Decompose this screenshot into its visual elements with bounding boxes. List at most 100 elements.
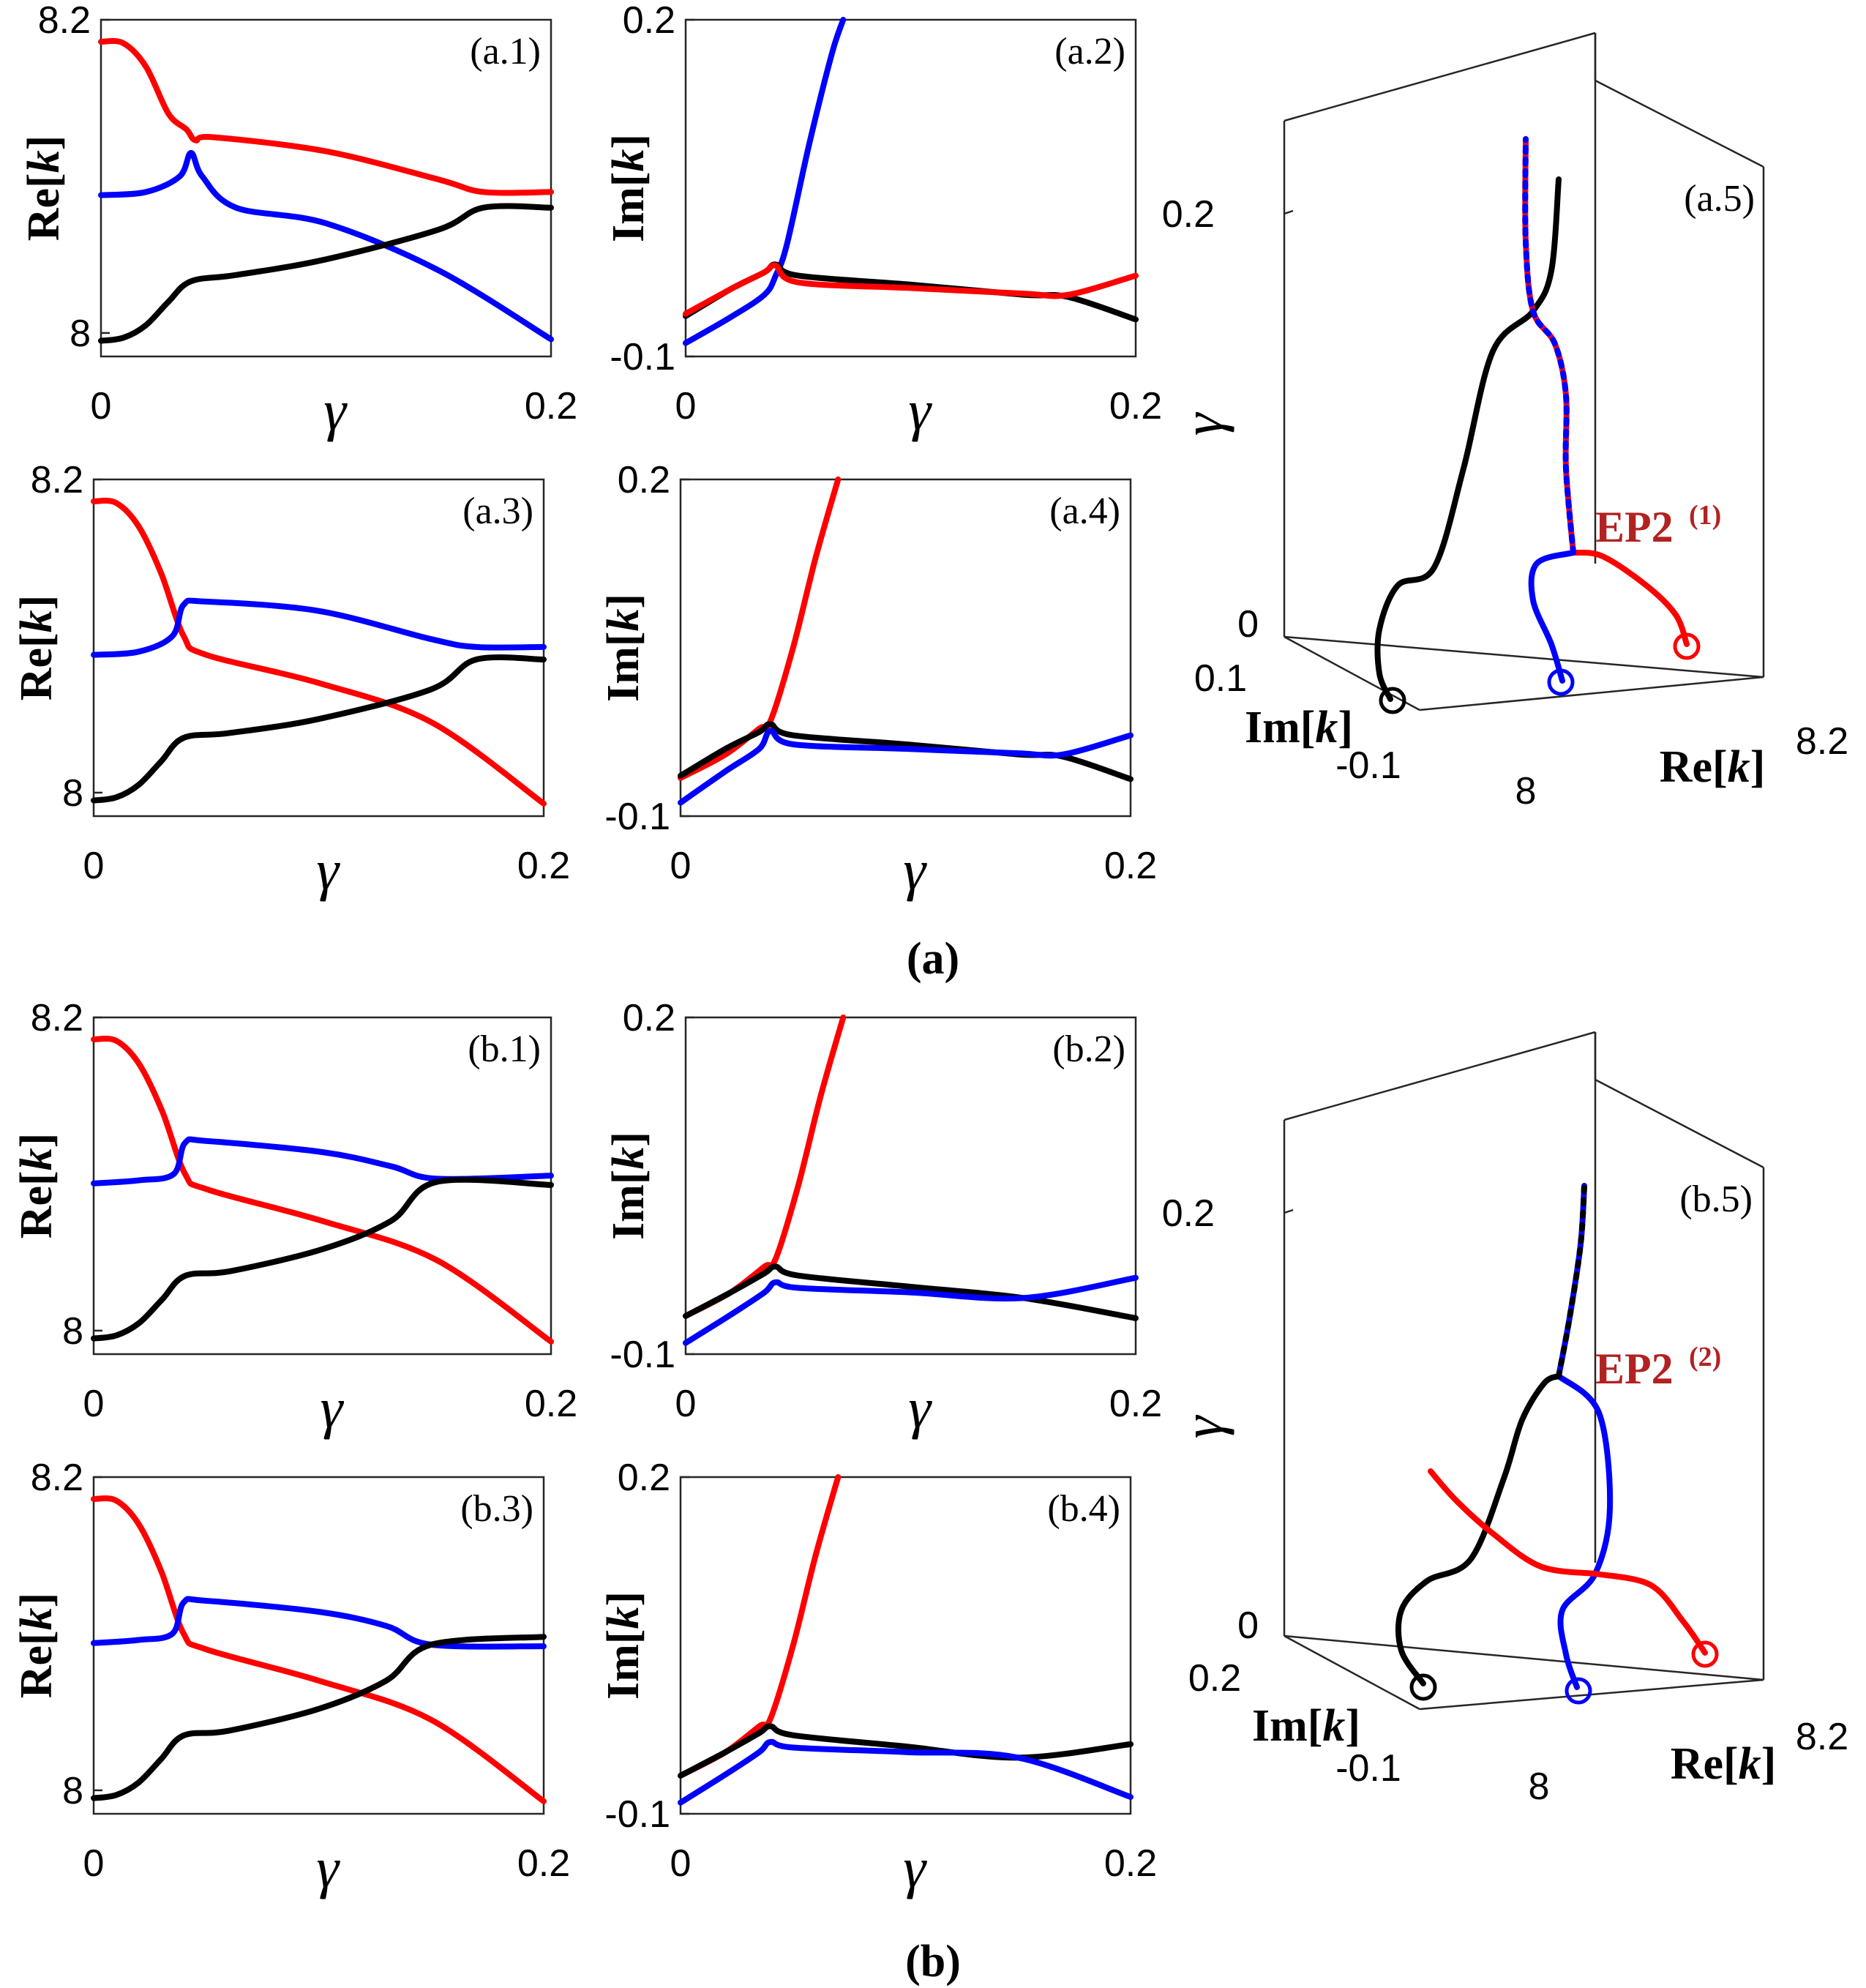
panel-label: (b.2): [1052, 1028, 1125, 1070]
y-tick-label: 8: [62, 1770, 83, 1812]
z-tick-label: 0: [1237, 603, 1259, 646]
x-tick-label: 0.2: [517, 845, 570, 887]
y-tick-label: -0.1: [604, 796, 670, 838]
y-axis-label: Re[k]: [12, 1133, 61, 1239]
x-tick-label: 0.2: [517, 1842, 570, 1885]
y-axis-label: Im[k]: [604, 1132, 653, 1240]
x-tick-label: 0: [83, 1842, 105, 1885]
series-red: [1592, 1571, 1708, 1656]
panel-label: (a.2): [1054, 31, 1125, 72]
panel-label: (b.1): [468, 1028, 541, 1070]
y-tick-label: 8.2: [38, 0, 91, 42]
x-tick-label: 8.2: [1796, 720, 1848, 763]
x-tick-label: 0: [670, 1842, 692, 1885]
panel-label: (b.5): [1679, 1178, 1753, 1220]
series-blue: [98, 149, 554, 343]
x-tick-label: 0: [91, 385, 112, 427]
series-red: [98, 38, 554, 196]
series-black: [1395, 1373, 1562, 1686]
y-tick-label: 8.2: [31, 997, 83, 1039]
axes-box: [679, 1476, 1132, 1815]
start-marker-blue: [1565, 1677, 1592, 1705]
ep-label: EP2: [1595, 503, 1674, 551]
y-axis-label: Im[k]: [599, 1591, 648, 1700]
series-red: [683, 262, 1139, 317]
y-tick-label: 0.2: [618, 1457, 670, 1499]
x-tick-label: 0: [675, 385, 697, 427]
ep-superscript: (2): [1689, 1342, 1721, 1372]
x-axis-label: γ: [903, 838, 927, 902]
y-axis-label: Im[k]: [599, 594, 648, 702]
series-red: [91, 1495, 547, 1804]
x-tick-label: 8: [1515, 770, 1537, 812]
series-red: [678, 477, 842, 781]
y-axis-label: Re[k]: [19, 135, 69, 242]
x-tick-label: 8.2: [1796, 1716, 1848, 1758]
panel-b5: 8 8.2 0.2 -0.1 0.2 0 Re[k] Im[k] γ (b.5) EP2 (2): [1162, 1031, 1848, 1808]
y-axis-label: Im[k]: [1252, 1701, 1360, 1751]
series-black: [1374, 176, 1562, 702]
y-tick-label: -0.1: [1335, 1747, 1401, 1790]
panel-label: (a.5): [1684, 178, 1755, 220]
series-black: [91, 1634, 547, 1801]
figure-label-a: (a): [907, 934, 959, 984]
x-tick-label: 0.2: [525, 385, 577, 427]
x-axis-label: γ: [321, 1376, 345, 1440]
x-axis-label: γ: [908, 378, 932, 442]
panel-label: (a.1): [470, 31, 541, 72]
ep-superscript: (1): [1689, 500, 1721, 531]
cube-edge: [1419, 676, 1764, 711]
x-tick-label: 0.2: [1109, 385, 1162, 427]
series-black: [98, 203, 554, 344]
series-red: [1570, 549, 1690, 647]
z-tick-label: 0: [1237, 1604, 1259, 1647]
cube-edge: [1284, 1031, 1596, 1121]
x-tick-label: 0: [670, 845, 692, 887]
cube-edge: [1419, 1678, 1764, 1711]
panel-a1: 8.2 80 0.2 γ Re[k] (a.1): [19, 0, 577, 442]
y-tick-label: 8: [62, 1310, 83, 1353]
axes-box: [684, 1016, 1137, 1356]
series-red: [91, 498, 547, 807]
x-tick-label: 0: [83, 845, 105, 887]
panel-label: (a.3): [462, 490, 533, 532]
y-tick-label: 0.2: [1188, 1657, 1241, 1700]
z-tick-label: 0.2: [1162, 193, 1215, 236]
axes-box: [679, 478, 1132, 818]
axes-box: [684, 18, 1137, 358]
panel-a3: 8.2 80 0.2 γ Re[k] (a.3): [12, 459, 570, 902]
y-tick-label: 8.2: [31, 459, 83, 501]
z-axis-label: γ: [1171, 1414, 1234, 1438]
y-axis-label: Re[k]: [12, 1593, 61, 1699]
start-marker-black: [1409, 1673, 1437, 1701]
y-tick-label: 0.1: [1194, 657, 1247, 700]
ep-label: EP2: [1595, 1345, 1674, 1393]
figure-label-b: (b): [905, 1937, 961, 1987]
cube-edge: [1595, 1078, 1764, 1169]
y-axis-label: Re[k]: [12, 595, 61, 701]
x-tick-label: 0.2: [1104, 845, 1157, 887]
cube-edge: [1284, 1634, 1420, 1711]
cube-edge: [1595, 79, 1764, 168]
start-marker-red: [1691, 1640, 1719, 1668]
y-tick-label: -0.1: [604, 1793, 670, 1836]
series-blue: [678, 1738, 1134, 1806]
z-tick-mark: [1284, 209, 1294, 215]
series-blue: [1522, 136, 1576, 556]
series-blue: [1556, 1373, 1614, 1690]
series-blue: [683, 1274, 1139, 1346]
x-tick-label: 0.2: [1104, 1842, 1157, 1885]
panel-a5: 8 8.2 0.1 -0.1 0.2 0 Re[k] Im[k] γ (a.5) EP2 (1): [1162, 31, 1848, 812]
panel-b3: 8.2 80 0.2 γ Re[k] (b.3): [12, 1457, 570, 1899]
x-tick-label: 0: [675, 1383, 697, 1425]
panel-b1: 8.2 80 0.2 γ Re[k] (b.1): [12, 997, 577, 1440]
series-blue: [91, 1136, 554, 1187]
series-red: [1428, 1468, 1598, 1577]
x-tick-label: 8: [1529, 1765, 1550, 1808]
start-marker-red: [1673, 632, 1701, 660]
z-tick-mark: [1284, 1208, 1294, 1214]
series-black: [1556, 1183, 1587, 1379]
panel-label: (b.3): [460, 1488, 533, 1530]
x-tick-label: 0: [83, 1383, 105, 1425]
